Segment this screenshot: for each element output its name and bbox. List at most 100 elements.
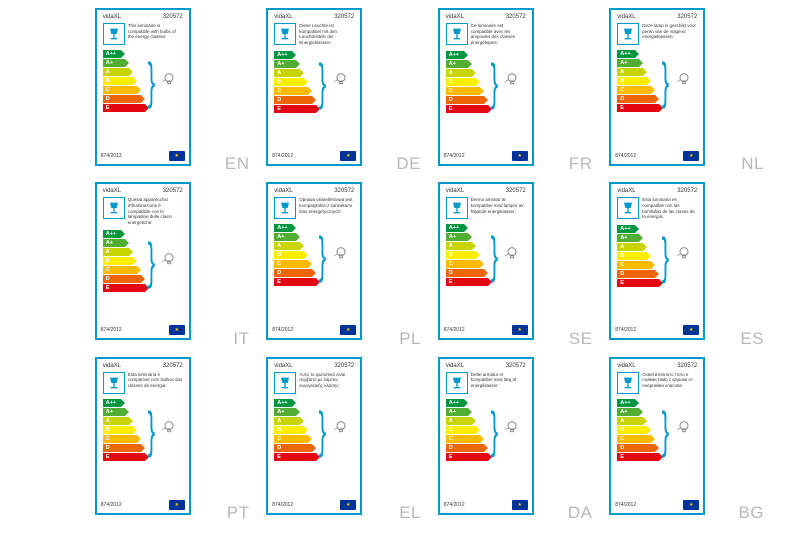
bulb-icon [161,419,177,435]
bulb-icon [676,419,692,435]
energy-class-arrow: A [274,242,300,250]
brand: vidaXL [446,188,464,194]
language-code: NL [741,154,764,174]
label-header: vidaXL320572 [615,188,699,194]
label-footer: 874/2012 [615,325,699,335]
label-footer: 874/2012 [272,500,356,510]
info-row: Esta luminaria es compatible con las bom… [615,197,699,220]
energy-chart: A++A+ABCDE} [101,50,185,112]
info-row: Esta luminária é compatível com bulbos d… [101,372,185,394]
energy-class-arrow: D [446,96,484,104]
bulb-icon [333,245,349,261]
energy-class-arrow: C [617,86,651,94]
energy-class-arrow: D [446,444,484,452]
energy-chart: A++A+ABCDE} [444,51,528,113]
brand: vidaXL [446,363,464,369]
lamp-box [274,197,296,219]
label-cell: vidaXL320572Dette armatur er kompatibel … [403,357,569,525]
label-footer: 874/2012 [101,500,185,510]
energy-class-arrow: A [446,69,472,77]
energy-class-arrow: D [617,270,655,278]
lamp-icon [277,26,293,42]
arrows-stack: A++A+ABCDE [103,230,145,292]
description: Осветителното тяло е съвместимо с крушки… [642,372,697,389]
eu-flag-icon [512,500,528,510]
regulation: 874/2012 [101,502,122,508]
bulb-wrap [676,419,692,440]
energy-class-arrow: A [103,248,129,256]
energy-class-arrow: A+ [274,408,296,416]
brand: vidaXL [617,363,635,369]
label-cell: vidaXL320572Αυτό το φωτιστικό είναι συμβ… [232,357,398,525]
regulation: 874/2012 [272,327,293,333]
bulb-icon [333,419,349,435]
energy-class-arrow: E [446,105,488,113]
lamp-icon [106,375,122,391]
description: Oprawa oświetleniowa jest kompatybilna z… [299,197,354,214]
eu-flag-icon [340,500,356,510]
model: 320572 [334,363,354,369]
eu-flag-icon [340,325,356,335]
energy-class-arrow: E [103,104,145,112]
energy-chart: A++A+ABCDE} [272,399,356,461]
bulb-icon [504,245,520,261]
description: Dette armatur er kompatibel med læg af e… [471,372,526,389]
label-footer: 874/2012 [615,500,699,510]
energy-chart: A++A+ABCDE} [444,224,528,286]
regulation: 874/2012 [101,153,122,159]
eu-flag-icon [169,151,185,161]
energy-class-arrow: B [446,251,476,259]
energy-class-arrow: C [446,260,480,268]
energy-label-card: vidaXL320572Denna armatur är kompatibel … [438,182,534,340]
language-code: BG [738,503,764,523]
energy-class-arrow: B [446,426,476,434]
bulb-wrap [333,245,349,266]
energy-class-arrow: D [274,269,312,277]
energy-class-arrow: A+ [103,408,125,416]
info-row: Dette armatur er kompatibel med læg af e… [444,372,528,394]
energy-label-card: vidaXL320572Esta luminária é compatível … [95,357,191,515]
energy-class-arrow: D [617,95,655,103]
energy-class-arrow: A++ [274,224,292,232]
lamp-box [274,23,296,45]
energy-chart: A++A+ABCDE} [615,399,699,461]
bulb-icon [161,71,177,87]
regulation: 874/2012 [101,327,122,333]
bulb-icon [676,71,692,87]
energy-chart: A++A+ABCDE} [444,399,528,461]
energy-chart: A++A+ABCDE} [101,230,185,292]
energy-class-arrow: B [274,251,304,259]
energy-class-arrow: C [617,261,651,269]
bulb-wrap [676,245,692,266]
bulb-wrap [504,419,520,440]
lamp-icon [620,200,636,216]
lamp-icon [106,200,122,216]
model: 320572 [163,188,183,194]
bracket-icon: } [490,235,498,275]
energy-class-arrow: A+ [446,408,468,416]
info-row: Questa apparecchio d'illuminazione è com… [101,197,185,225]
description: Deze lamp is geschikt voor peren van de … [642,23,697,40]
energy-class-arrow: B [274,78,304,86]
description: Diese Leuchte ist kompatibel mit den Leu… [299,23,354,46]
bulb-icon [504,71,520,87]
description: Esta luminária é compatível com bulbos d… [128,372,183,389]
energy-class-arrow: B [103,257,133,265]
bracket-icon: } [662,61,670,101]
energy-chart: A++A+ABCDE} [101,399,185,461]
lamp-icon [620,375,636,391]
energy-class-arrow: A++ [103,399,121,407]
arrows-stack: A++A+ABCDE [274,224,316,286]
energy-class-arrow: B [617,77,647,85]
eu-flag-icon [169,500,185,510]
energy-chart: A++A+ABCDE} [272,51,356,113]
label-header: vidaXL320572 [101,188,185,194]
energy-label-card: vidaXL320572Осветителното тяло е съвмест… [609,357,705,515]
energy-class-arrow: A+ [103,59,125,67]
eu-flag-icon [340,151,356,161]
eu-flag-icon [683,500,699,510]
energy-class-arrow: A [617,417,643,425]
energy-class-arrow: A++ [103,50,121,58]
arrows-stack: A++A+ABCDE [274,399,316,461]
label-footer: 874/2012 [615,151,699,161]
